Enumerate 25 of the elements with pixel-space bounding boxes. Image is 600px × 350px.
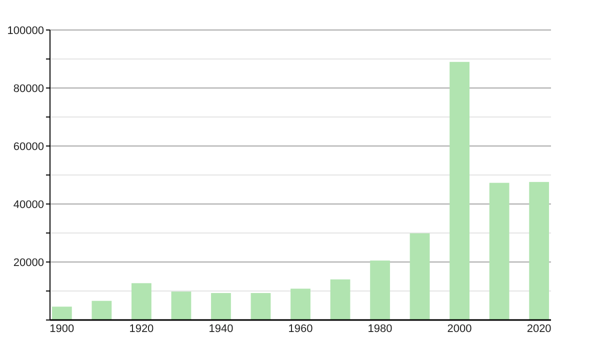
bar <box>370 260 390 320</box>
y-tick-label: 60000 <box>13 140 44 153</box>
y-tick-label: 40000 <box>13 198 44 211</box>
x-tick-label: 1980 <box>368 323 392 335</box>
y-tick-label: 100000 <box>7 24 44 37</box>
bar <box>450 62 470 320</box>
y-tick-label: 20000 <box>13 256 44 269</box>
bar <box>290 288 310 320</box>
bar <box>489 182 510 320</box>
bar <box>250 293 271 320</box>
bar <box>92 300 112 320</box>
bar <box>330 279 350 320</box>
x-tick-label: 2020 <box>526 323 552 335</box>
x-tick-label: 2000 <box>447 323 472 335</box>
bar <box>410 233 430 320</box>
bar <box>529 182 550 320</box>
bar <box>211 293 231 320</box>
bar <box>171 292 192 320</box>
x-tick-label: 1900 <box>50 323 74 335</box>
y-tick-label: 80000 <box>13 82 44 95</box>
bar <box>132 283 152 320</box>
x-tick-label: 1960 <box>288 323 313 335</box>
x-tick-label: 1920 <box>129 323 154 335</box>
bar <box>52 306 72 320</box>
x-tick-label: 1940 <box>208 323 234 335</box>
